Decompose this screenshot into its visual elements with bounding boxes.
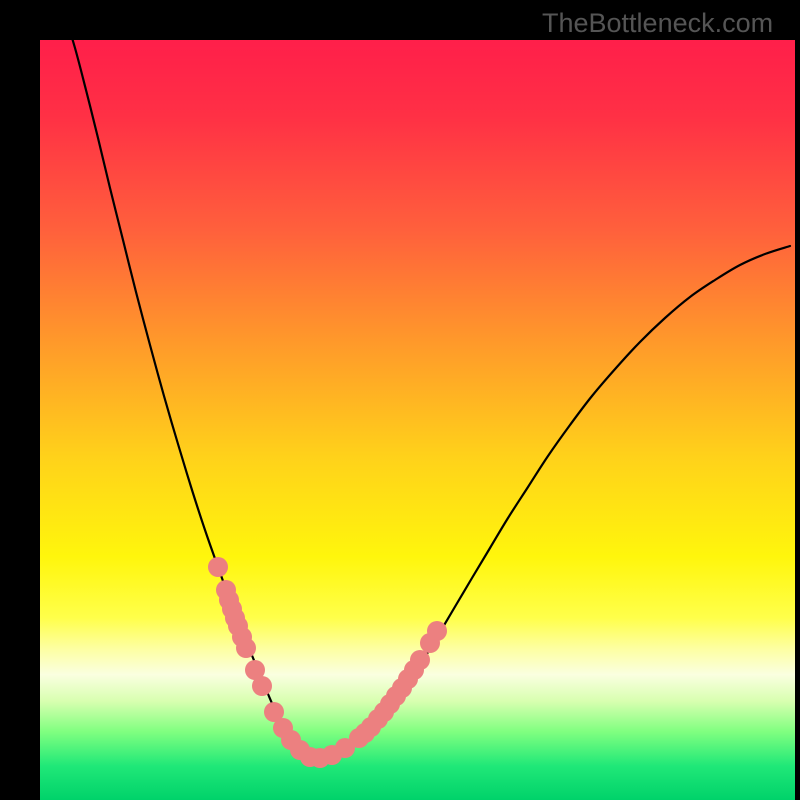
- curve-marker: [427, 621, 447, 641]
- bottleneck-chart: [0, 0, 800, 800]
- curve-marker: [410, 650, 430, 670]
- curve-marker: [252, 676, 272, 696]
- curve-marker: [208, 557, 228, 577]
- watermark-text: TheBottleneck.com: [542, 8, 773, 39]
- curve-marker: [236, 638, 256, 658]
- gradient-background: [40, 40, 795, 800]
